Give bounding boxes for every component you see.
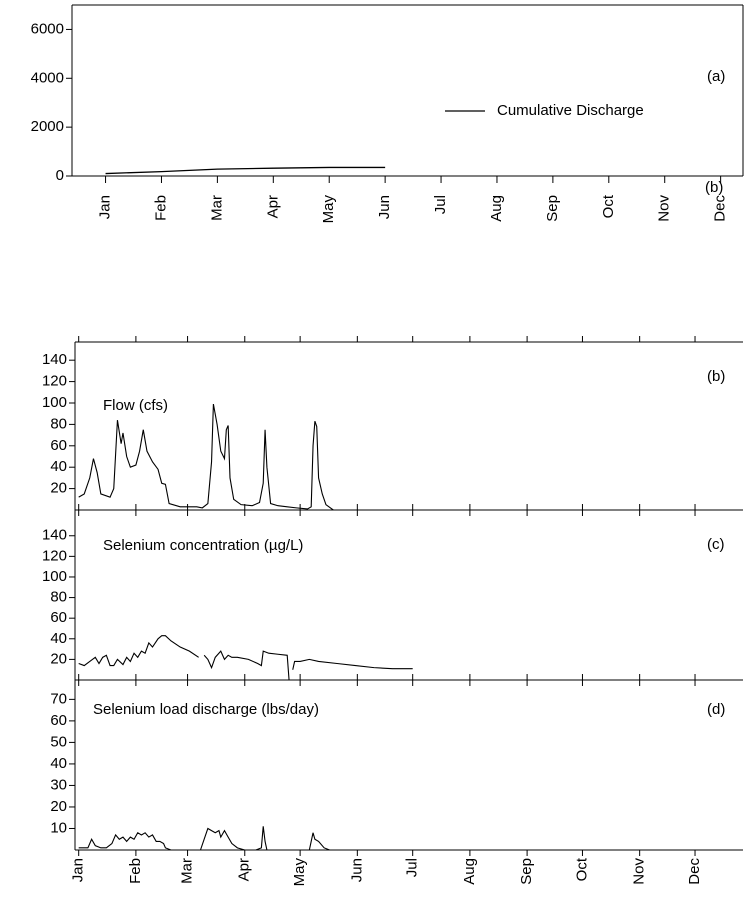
x-tick-label: Dec	[686, 858, 703, 885]
annotation: (c)	[707, 536, 725, 553]
y-tick-label: 120	[42, 373, 67, 390]
y-tick-label: 80	[50, 415, 67, 432]
y-tick-label: 100	[42, 568, 67, 585]
x-tick-label: Oct	[573, 857, 590, 881]
y-tick-label: 40	[50, 458, 67, 475]
y-tick-label: 40	[50, 755, 67, 772]
y-tick-label: 4000	[31, 69, 64, 86]
y-tick-label: 50	[50, 733, 67, 750]
x-tick-label: May	[291, 858, 308, 887]
x-tick-label: Apr	[264, 195, 281, 218]
y-tick-label: 100	[42, 394, 67, 411]
x-tick-label: Aug	[488, 195, 505, 222]
x-tick-label: Sep	[518, 858, 535, 885]
y-tick-label: 80	[50, 589, 67, 606]
data-line	[105, 166, 386, 175]
annotation: (d)	[707, 701, 725, 718]
y-tick-label: 140	[42, 351, 67, 368]
x-tick-label: Aug	[461, 858, 478, 885]
y-tick-label: 70	[50, 690, 67, 707]
y-tick-label: 60	[50, 437, 67, 454]
x-tick-label: Nov	[631, 858, 648, 885]
x-tick-label: May	[320, 195, 337, 224]
y-tick-label: 0	[56, 167, 64, 184]
y-tick-label: 20	[50, 480, 67, 497]
x-tick-label: Apr	[236, 858, 253, 881]
y-tick-label: 40	[50, 630, 67, 647]
x-tick-label: Jun	[376, 195, 393, 219]
x-tick-label: Sep	[544, 195, 561, 222]
data-line	[78, 635, 413, 681]
x-tick-label: Jan	[70, 858, 87, 882]
x-tick-label: Jan	[97, 195, 114, 219]
y-tick-label: 60	[50, 712, 67, 729]
y-tick-label: 120	[42, 547, 67, 564]
x-tick-label: Oct	[600, 194, 617, 218]
annotation: (a)	[707, 68, 725, 85]
y-tick-label: 6000	[31, 20, 64, 37]
y-tick-label: 2000	[31, 118, 64, 135]
annotation: (b)	[707, 368, 725, 385]
annotation: (b)	[705, 179, 723, 196]
x-tick-label: Feb	[127, 858, 144, 884]
x-tick-label: Jun	[348, 858, 365, 882]
data-line	[78, 826, 330, 851]
x-tick-label: Jul	[404, 858, 421, 877]
panel-title: Selenium concentration (µg/L)	[103, 537, 303, 554]
y-tick-label: 20	[50, 650, 67, 667]
x-tick-label: Dec	[712, 195, 729, 222]
legend-label: Cumulative Discharge	[497, 102, 644, 119]
x-tick-label: Mar	[208, 195, 225, 221]
data-line	[78, 403, 334, 511]
x-tick-label: Jul	[432, 195, 449, 214]
x-tick-label: Mar	[179, 858, 196, 884]
panel-title: Selenium load discharge (lbs/day)	[93, 701, 319, 718]
x-tick-label: Feb	[152, 195, 169, 221]
y-tick-label: 140	[42, 527, 67, 544]
y-tick-label: 60	[50, 609, 67, 626]
y-tick-label: 20	[50, 798, 67, 815]
x-tick-label: Nov	[656, 195, 673, 222]
y-tick-label: 30	[50, 776, 67, 793]
y-tick-label: 10	[50, 819, 67, 836]
panel-title: Flow (cfs)	[103, 397, 168, 414]
